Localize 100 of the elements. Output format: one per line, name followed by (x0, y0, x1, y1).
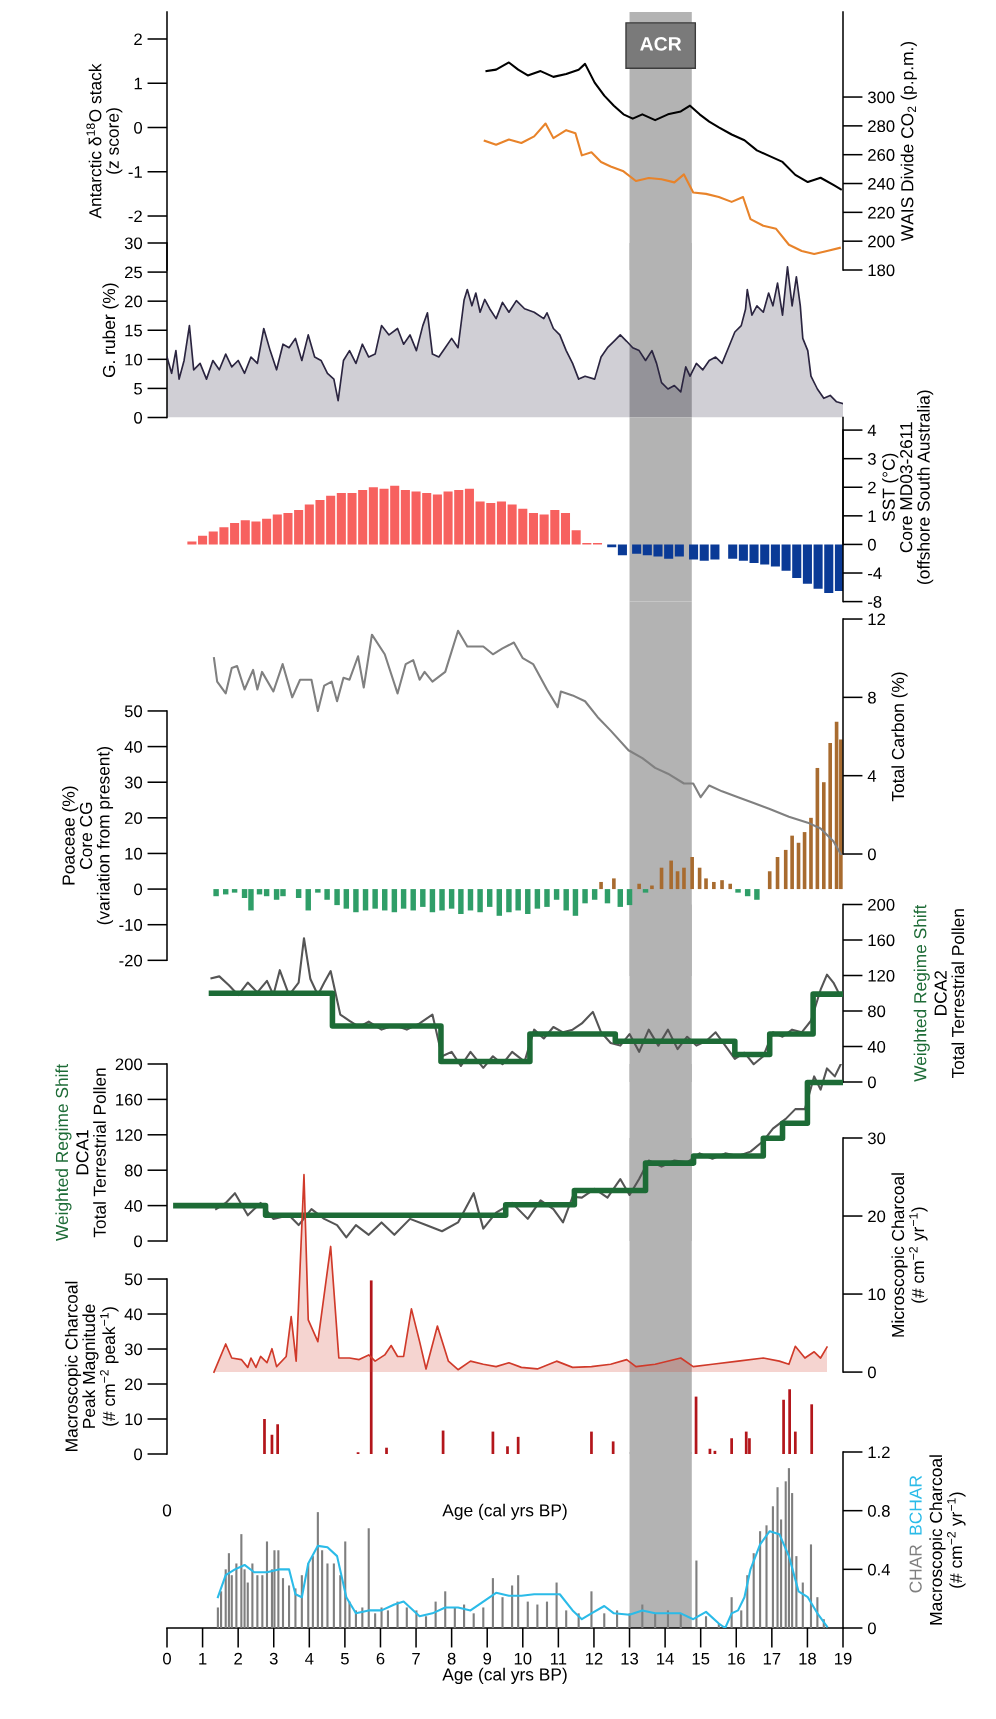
bar (553, 889, 560, 900)
bar (458, 889, 464, 915)
x-tick-label: 5 (340, 1652, 349, 1665)
bar (767, 871, 772, 890)
bar (380, 1607, 383, 1628)
bar (682, 867, 686, 890)
x-tick-label: 10 (514, 1652, 532, 1665)
y2-tick-label: 0 (867, 1622, 876, 1635)
y2-tick-label: 0 (867, 538, 876, 551)
bar (603, 1613, 606, 1628)
bar (227, 1553, 230, 1628)
x-tick-label: 4 (305, 1652, 314, 1665)
bar (626, 889, 633, 906)
y2-tick-label: 80 (868, 1005, 886, 1018)
bar (262, 518, 272, 545)
bar (396, 1601, 399, 1628)
bar (545, 1601, 549, 1628)
bar (637, 883, 641, 890)
bar (362, 889, 369, 911)
band-label: ACR (640, 36, 682, 51)
x-tick-label: 6 (376, 1652, 385, 1665)
y-tick-label: 10 (125, 353, 143, 366)
bar (263, 1419, 266, 1454)
bar (482, 1607, 485, 1628)
bar (704, 878, 708, 890)
bar (263, 889, 270, 897)
bar (771, 1506, 774, 1628)
y-tick-label: 2 (134, 33, 142, 46)
bar (669, 860, 673, 890)
bar (516, 1436, 520, 1454)
bar (439, 889, 445, 911)
bar (695, 1560, 698, 1628)
y-tick-label: 160 (116, 1093, 143, 1106)
bar (517, 1575, 520, 1628)
bar (744, 889, 751, 897)
y2-tick-label: 160 (868, 934, 895, 947)
bar (240, 1534, 243, 1628)
y2-tick-label: 0.4 (867, 1563, 890, 1576)
y2-tick-label: 1.2 (868, 1446, 890, 1459)
y-tick-label: 0 (134, 1235, 143, 1248)
bar (324, 889, 330, 900)
y2-axis-title: Microscopic Charcoal (# cm$^{−2}$ yr$^{−1}$) (891, 1173, 928, 1337)
bar (506, 889, 512, 913)
y-tick-label: 50 (124, 705, 143, 718)
y-tick-label: 40 (124, 1200, 143, 1212)
bar (787, 1468, 790, 1628)
bar (230, 522, 240, 545)
bar (424, 1616, 428, 1628)
bar (704, 1616, 708, 1628)
y2-tick-label: 4 (867, 770, 877, 782)
bar (754, 889, 760, 900)
x-tick-label: 13 (621, 1652, 639, 1665)
bar (400, 889, 407, 909)
y-tick-label: -2 (128, 210, 142, 223)
y-tick-label: 20 (125, 295, 143, 308)
line-series (212, 629, 842, 856)
bar (334, 889, 340, 906)
bar (599, 881, 603, 890)
line-series (210, 937, 841, 1069)
y-axis-title: Macroscopic Charcoal Peak Magnitude (# cm$^{−2}$ peak$^{−1}$) (64, 1281, 119, 1451)
y2-tick-label: 260 (868, 149, 895, 161)
y2-tick-label: 3 (867, 453, 876, 465)
text: Weighted Regime Shift (55, 1064, 72, 1242)
y2-tick-label: 1 (868, 510, 876, 522)
bar (821, 782, 826, 890)
x-tick-label: 18 (799, 1652, 816, 1665)
bar (582, 889, 588, 904)
bar (515, 889, 521, 911)
y-tick-label: 1 (134, 77, 142, 90)
y-tick-label: -1 (128, 166, 142, 178)
y-tick-label: 30 (124, 237, 143, 250)
bar (654, 1613, 657, 1628)
y-axis-title: DCA1 Total Terrestrial Pollen (76, 1068, 106, 1238)
y-tick-label: -10 (119, 919, 143, 931)
x-tick-label: 9 (483, 1652, 492, 1665)
bar (712, 881, 716, 890)
bar (759, 1531, 762, 1628)
bar (486, 889, 493, 907)
bar (315, 889, 321, 893)
line-series (216, 1530, 829, 1628)
bar (348, 1601, 351, 1628)
y2-tick-label: 12 (868, 613, 886, 626)
bar (265, 1541, 269, 1628)
bar (650, 885, 654, 890)
y2-tick-label: 4 (867, 424, 877, 437)
annotation: 0 (162, 1504, 172, 1517)
y-tick-label: 30 (124, 1343, 143, 1356)
bar (590, 1431, 593, 1454)
x-tick-label: 14 (657, 1652, 674, 1665)
bar (572, 889, 579, 916)
bar (332, 1563, 335, 1628)
bar (198, 535, 208, 545)
y2-tick-label: 0.8 (867, 1505, 890, 1517)
y-tick-label: 10 (125, 847, 143, 860)
bar (386, 1610, 389, 1628)
x-tick-label: 19 (835, 1652, 852, 1665)
bar (372, 889, 378, 909)
bar (429, 889, 436, 913)
y-tick-label: 120 (116, 1129, 143, 1141)
y-tick-label: 80 (124, 1164, 143, 1177)
